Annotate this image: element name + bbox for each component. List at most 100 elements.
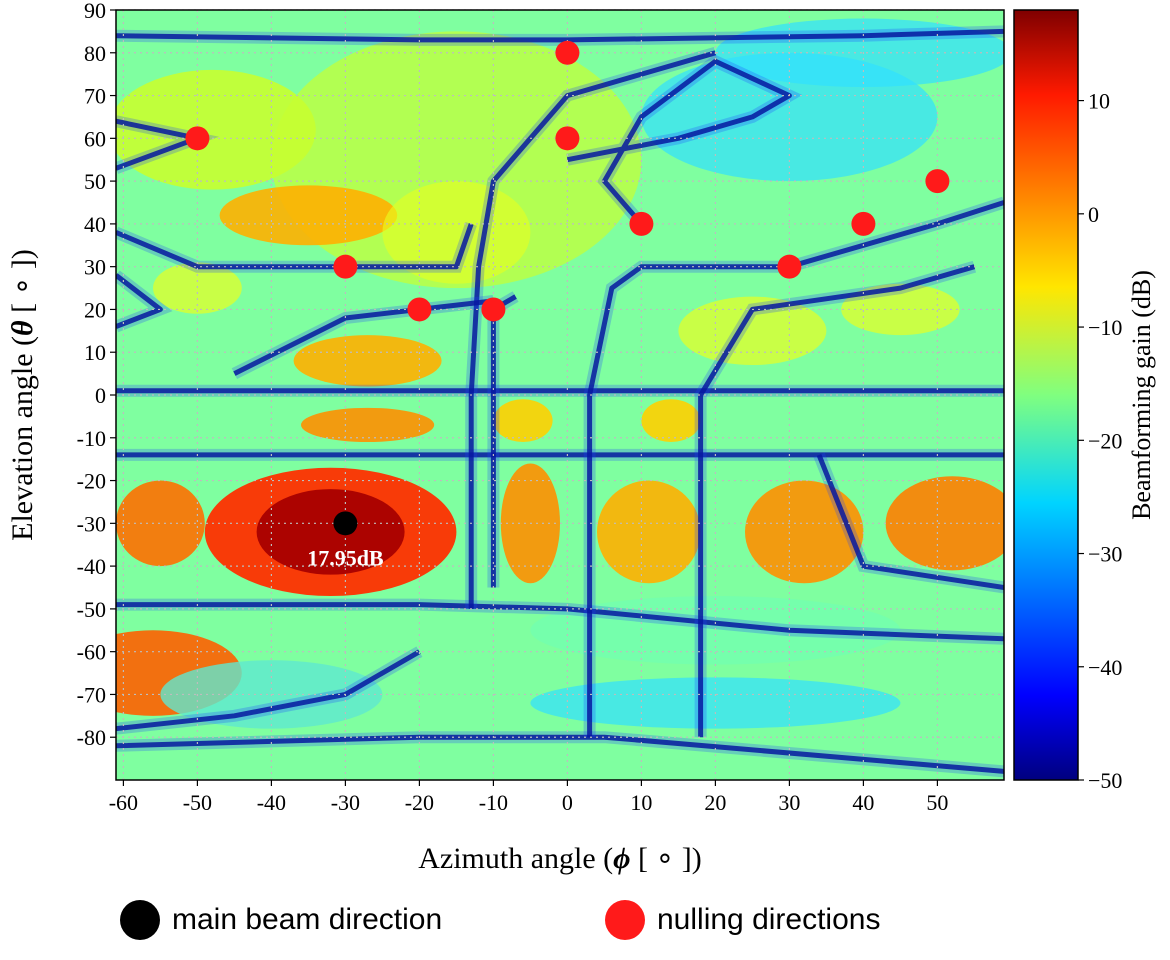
y-axis-ticks: 90 80 70 60 50 40 30 20 10 0 -10 -20 -30 -40 -50 -60 -70… — [77, 0, 116, 750]
x-axis-title: Azimuth angle (ϕ [ ∘ ]) — [418, 842, 702, 875]
y-tick-label: -80 — [77, 725, 106, 750]
nulling-dot-icon — [605, 900, 645, 940]
colorbar-tick-label: −10 — [1088, 315, 1122, 340]
colorbar-tick-label: −20 — [1088, 428, 1122, 453]
nulling-direction-marker — [481, 297, 506, 322]
heatmap-lobe — [116, 69, 316, 190]
colorbar — [1013, 9, 1079, 781]
nulling-direction-marker — [407, 297, 432, 322]
heatmap-lobe — [745, 480, 864, 584]
x-tick-label: -50 — [183, 790, 212, 815]
y-tick-label: -20 — [77, 469, 106, 494]
colorbar-tick-label: −40 — [1088, 655, 1122, 680]
null-curve-halo — [813, 452, 1004, 594]
y-tick-label: 50 — [84, 169, 106, 194]
y-tick-label: 0 — [95, 383, 106, 408]
y-tick-label: -60 — [77, 640, 106, 665]
null-curve — [116, 28, 1004, 43]
null-curve-halo — [694, 260, 977, 738]
main-beam-marker — [333, 511, 358, 536]
nulling-direction-marker — [333, 254, 358, 279]
y-tick-label: -10 — [77, 426, 106, 451]
beamforming-heatmap-chart: -60 -50 -40 -30 -20 -10 0 10 20 30 40 50 90 80 70 60 50… — [6, 0, 1156, 875]
null-curve-halo — [583, 196, 1004, 738]
null-curve-halo — [116, 25, 1004, 46]
null-curve — [116, 649, 421, 732]
null-curve-halo — [116, 731, 1004, 778]
heatmap-lobe — [293, 335, 442, 387]
heatmap-lobe — [301, 407, 435, 443]
null-curve-halo — [231, 294, 495, 379]
x-tick-label: -20 — [405, 790, 434, 815]
y-axis-title: Elevation angle (θ [ ∘ ]) — [6, 249, 39, 541]
legend-nulling-label: nulling directions — [657, 903, 881, 936]
nulling-direction-marker — [185, 126, 210, 151]
nulling-direction-marker — [629, 211, 654, 236]
y-tick-label: -40 — [77, 554, 106, 579]
heatmap-lobe — [256, 489, 405, 575]
nulling-direction-marker — [555, 126, 580, 151]
heatmap-lobe — [530, 677, 901, 729]
x-tick-label: 50 — [926, 790, 948, 815]
grid-lines — [116, 9, 1004, 780]
null-curve — [566, 58, 792, 226]
null-curve — [116, 734, 1004, 774]
null-curve — [468, 50, 717, 609]
x-tick-label: 30 — [778, 790, 800, 815]
legend-item-main-beam: main beam direction — [120, 900, 442, 940]
heatmap-lobe — [641, 399, 701, 443]
colorbar-title: Beamforming gain (dB) — [1127, 270, 1156, 520]
colorbar-tick-label: 0 — [1088, 202, 1099, 227]
heatmap-lobe — [116, 480, 205, 567]
x-tick-label: 0 — [562, 790, 573, 815]
nulling-direction-marker — [555, 40, 580, 65]
heatmap-lobe — [382, 181, 531, 284]
y-tick-label: 90 — [84, 0, 106, 23]
y-tick-label: 10 — [84, 340, 106, 365]
colorbar-ticks: 10 0 −10 −20 −30 −40 −50 — [1078, 89, 1122, 793]
x-tick-label: 40 — [852, 790, 874, 815]
null-curve-halo — [116, 646, 423, 735]
x-tick-label: -60 — [109, 790, 138, 815]
null-curve-halo — [566, 54, 803, 228]
y-tick-label: -50 — [77, 597, 106, 622]
x-axis-ticks: -60 -50 -40 -30 -20 -10 0 10 20 30 40 50 — [109, 780, 948, 815]
null-curve-halo — [116, 270, 173, 333]
y-tick-label: 80 — [84, 41, 106, 66]
nulling-direction-marker — [851, 211, 876, 236]
null-curve — [587, 200, 1004, 738]
direction-markers — [185, 40, 950, 536]
heatmap-lobe — [219, 185, 398, 246]
y-tick-label: 30 — [84, 255, 106, 280]
legend-main-beam-label: main beam direction — [172, 903, 443, 936]
y-tick-label: 60 — [84, 126, 106, 151]
x-tick-label: -10 — [479, 790, 508, 815]
x-tick-label: 20 — [704, 790, 726, 815]
nulling-direction-marker — [925, 169, 950, 194]
colorbar-tick-label: 10 — [1088, 89, 1110, 114]
null-curve — [116, 273, 163, 329]
null-curve-halo — [465, 47, 718, 609]
y-tick-label: 20 — [84, 297, 106, 322]
y-tick-label: 40 — [84, 212, 106, 237]
null-curve — [816, 453, 1004, 590]
legend: main beam direction nulling directions — [120, 900, 1120, 950]
heatmap-lobe — [841, 283, 960, 336]
y-tick-label: -70 — [77, 682, 106, 707]
heatmap-lobe — [153, 262, 242, 314]
main-beam-dot-icon — [120, 900, 160, 940]
heatmap-lobe — [493, 399, 553, 443]
y-tick-label: -30 — [77, 511, 106, 536]
colorbar-tick-label: −30 — [1088, 542, 1122, 567]
y-tick-label: 70 — [84, 84, 106, 109]
legend-item-nulling: nulling directions — [605, 900, 880, 940]
heatmap-lobe — [597, 480, 701, 584]
null-curve — [233, 298, 494, 376]
null-curve — [698, 264, 976, 738]
main-beam-gain-label: 17.95dB — [307, 545, 384, 570]
x-tick-label: -40 — [257, 790, 286, 815]
x-tick-label: -30 — [331, 790, 360, 815]
colorbar-tick-label: −50 — [1088, 768, 1122, 793]
x-tick-label: 10 — [630, 790, 652, 815]
nulling-direction-marker — [777, 254, 802, 279]
